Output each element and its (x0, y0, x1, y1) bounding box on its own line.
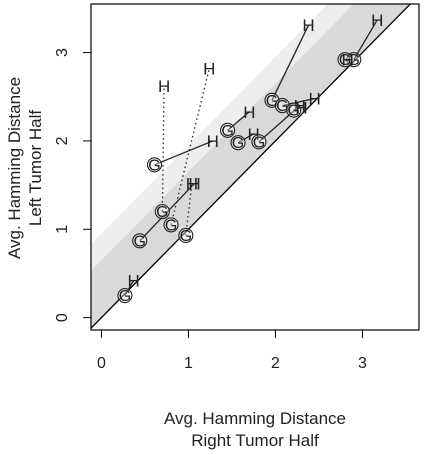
h-marker-label-10: H (308, 90, 320, 109)
x-axis-label-line2: Right Tumor Half (191, 431, 319, 450)
g-marker-label-10: G (276, 98, 288, 115)
g-marker-circle-7 (230, 135, 246, 151)
diagonal-layer (91, 4, 412, 330)
g-marker-circle-10 (274, 98, 290, 114)
h-marker-label-13: H (342, 51, 354, 70)
connector-5 (154, 140, 214, 166)
g-marker-circle-11 (286, 102, 302, 118)
x-tick-label-2: 2 (271, 355, 280, 372)
g-marker-circle-2 (154, 204, 170, 220)
h-marker-label-11: H (295, 98, 307, 117)
g-marker-label-11: G (287, 103, 299, 120)
g-marker-label-3: G (165, 217, 177, 234)
h-marker-label-5: H (207, 132, 219, 151)
plot-frame (90, 3, 420, 331)
g-marker-circle-5 (146, 157, 163, 173)
connector-8 (258, 105, 301, 143)
connector-0 (124, 280, 135, 296)
identity-line (91, 4, 412, 330)
g-marker-label-2: G (156, 204, 168, 221)
g-marker-circle-13 (337, 52, 353, 68)
h-marker-label-3: H (203, 59, 215, 78)
g-marker-label-8: G (253, 134, 265, 151)
g-marker-circle-12 (346, 52, 362, 68)
connector-2 (161, 86, 165, 212)
x-axis-label-line1: Avg. Hamming Distance (164, 409, 346, 428)
y-axis: 0 1 2 3 (54, 48, 91, 322)
h-marker-label-12: H (371, 11, 383, 30)
g-marker-label-6: G (221, 123, 233, 140)
h-marker-label-4: H (186, 174, 198, 193)
g-marker-label-0: G (119, 288, 131, 305)
x-axis: 0 1 2 3 (97, 330, 367, 372)
connector-1 (139, 182, 196, 242)
g-marker-circle-1 (132, 233, 148, 249)
g-marker-circle-6 (220, 122, 236, 138)
connector-7 (237, 133, 255, 144)
y-axis-label-line2: Left Tumor Half (26, 110, 45, 226)
y-tick-label-3: 3 (54, 48, 71, 57)
g-marker-label-13: G (339, 52, 351, 69)
y-axis-label-line1: Avg. Hamming Distance (5, 77, 24, 259)
y-tick-label-1: 1 (54, 225, 71, 234)
x-tick-label-3: 3 (358, 355, 367, 372)
x-tick-label-1: 1 (184, 355, 193, 372)
h-marker-label-0: H (127, 272, 139, 291)
g-marker-label-7: G (232, 135, 244, 152)
h-marker-label-1: H (188, 174, 200, 193)
h-marker-label-9: H (302, 16, 314, 35)
connector-6 (227, 111, 250, 131)
h-marker-label-6: H (243, 103, 255, 122)
x-tick-label-0: 0 (97, 355, 106, 372)
h-marker-label-2: H (158, 77, 170, 96)
connector-10 (282, 97, 315, 107)
g-marker-label-4: G (180, 228, 192, 245)
g-marker-circle-3 (163, 217, 179, 233)
connectors-layer (124, 19, 378, 296)
y-tick-label-0: 0 (54, 313, 71, 322)
g-marker-label-1: G (133, 233, 145, 250)
connector-12 (353, 19, 378, 60)
g-marker-circle-4 (178, 227, 194, 244)
g-marker-circle-0 (117, 287, 133, 304)
y-tick-label-2: 2 (54, 136, 71, 145)
connector-9 (271, 24, 310, 101)
g-marker-circle-8 (251, 134, 267, 150)
g-marker-label-5: G (148, 157, 160, 174)
g-marker-label-12: G (348, 52, 360, 69)
h-marker-label-7: H (248, 125, 260, 144)
